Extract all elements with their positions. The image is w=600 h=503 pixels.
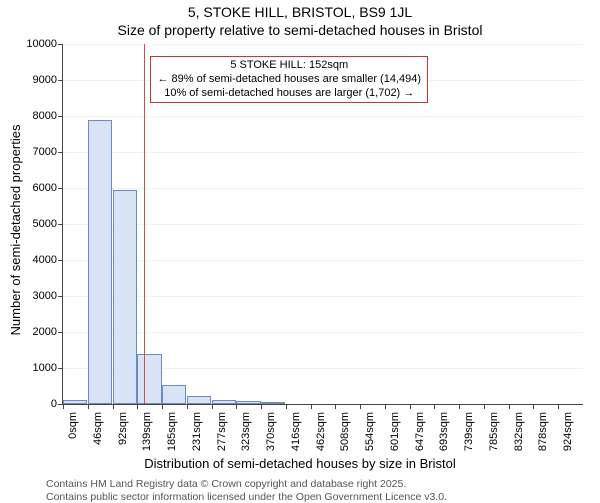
gridline [63,152,583,153]
x-tick-label: 785sqm [488,412,500,451]
x-tick [335,404,336,409]
chart-title-subtitle: Size of property relative to semi-detach… [0,22,600,38]
histogram-chart: 0100020003000400050006000700080009000100… [62,44,582,404]
annotation-line-larger: 10% of semi-detached houses are larger (… [157,87,421,101]
x-tick-label: 46sqm [92,412,104,445]
y-tick-label: 6000 [33,182,57,194]
y-tick [58,332,63,333]
x-tick-label: 323sqm [240,412,252,451]
x-tick [63,404,64,409]
y-tick [58,116,63,117]
x-tick-label: 924sqm [562,412,574,451]
gridline [63,296,583,297]
y-tick-label: 3000 [33,290,57,302]
histogram-bar [137,354,161,404]
x-tick-label: 554sqm [364,412,376,451]
annotation-line-property: 5 STOKE HILL: 152sqm [157,59,421,73]
x-tick [88,404,89,409]
x-tick [187,404,188,409]
x-tick-label: 277sqm [216,412,228,451]
x-tick [286,404,287,409]
histogram-bar [212,400,236,404]
gridline [63,332,583,333]
x-tick-label: 508sqm [339,412,351,451]
x-tick-label: 185sqm [166,412,178,451]
histogram-bar [187,396,211,404]
y-tick-label: 1000 [33,362,57,374]
x-tick [137,404,138,409]
y-tick [58,260,63,261]
gridline [63,44,583,45]
x-tick-label: 139sqm [141,412,153,451]
x-axis-label: Distribution of semi-detached houses by … [0,456,600,471]
x-tick [311,404,312,409]
plot-area: 0100020003000400050006000700080009000100… [62,44,583,405]
y-tick-label: 10000 [26,38,57,50]
gridline [63,188,583,189]
x-tick [459,404,460,409]
x-tick [434,404,435,409]
x-tick-label: 693sqm [438,412,450,451]
x-tick [162,404,163,409]
x-tick [385,404,386,409]
histogram-bar [236,401,260,404]
x-tick-label: 92sqm [117,412,129,445]
x-tick [558,404,559,409]
x-tick [212,404,213,409]
gridline [63,224,583,225]
x-tick [410,404,411,409]
y-tick [58,152,63,153]
x-tick-label: 0sqm [67,412,79,439]
x-tick [533,404,534,409]
x-tick-label: 601sqm [389,412,401,451]
property-marker-line [144,44,145,404]
y-tick-label: 9000 [33,74,57,86]
annotation-line-smaller: ← 89% of semi-detached houses are smalle… [157,73,421,87]
y-tick-label: 4000 [33,254,57,266]
x-tick-label: 739sqm [463,412,475,451]
gridline [63,116,583,117]
x-tick-label: 878sqm [537,412,549,451]
x-tick [113,404,114,409]
x-tick [261,404,262,409]
x-tick-label: 231sqm [191,412,203,451]
y-tick [58,188,63,189]
y-tick-label: 2000 [33,326,57,338]
x-tick [484,404,485,409]
y-tick [58,80,63,81]
y-tick [58,296,63,297]
gridline [63,260,583,261]
x-tick [509,404,510,409]
histogram-bar [113,190,137,404]
y-tick [58,224,63,225]
y-tick-label: 0 [51,398,57,410]
x-tick-label: 416sqm [290,412,302,451]
footer-copyright-2: Contains public sector information licen… [46,491,447,503]
x-tick-label: 370sqm [265,412,277,451]
x-tick [236,404,237,409]
y-tick-label: 7000 [33,146,57,158]
x-tick-label: 462sqm [315,412,327,451]
x-tick [360,404,361,409]
y-tick-label: 8000 [33,110,57,122]
y-axis-label: Number of semi-detached properties [8,125,23,336]
y-tick [58,44,63,45]
chart-title-address: 5, STOKE HILL, BRISTOL, BS9 1JL [0,4,600,20]
histogram-bar [63,400,87,404]
y-tick [58,368,63,369]
footer-copyright-1: Contains HM Land Registry data © Crown c… [46,478,406,490]
histogram-bar [88,120,112,404]
y-tick-label: 5000 [33,218,57,230]
x-tick-label: 832sqm [513,412,525,451]
histogram-bar [261,402,285,404]
annotation-box: 5 STOKE HILL: 152sqm← 89% of semi-detach… [150,56,428,103]
histogram-bar [162,385,186,404]
x-tick-label: 647sqm [414,412,426,451]
